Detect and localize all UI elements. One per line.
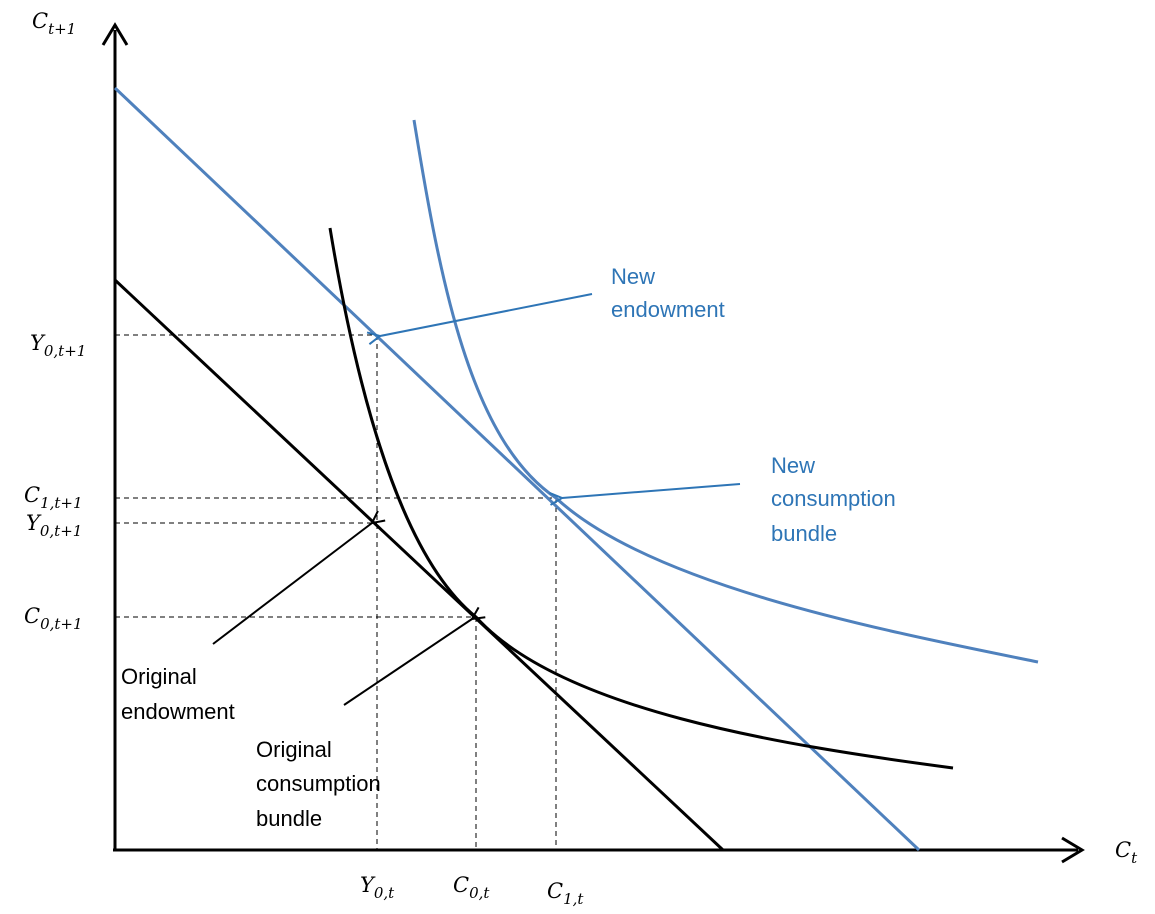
tick-label-y0-t: Y0,t: [360, 873, 395, 902]
tick-label-y0-new: Y0,t+1: [30, 331, 86, 360]
original-endowment-arrow: [212, 523, 372, 645]
tick-label-c1-next: C1,t+1: [24, 483, 83, 512]
new-budget-line: [113, 86, 921, 852]
tick-label-c0-t: C0,t: [453, 873, 490, 902]
original-budget-line: [113, 278, 725, 852]
new-consumption-label: New consumption bundle: [771, 453, 902, 546]
tick-label-c1-t: C1,t: [547, 879, 584, 908]
tick-label-c0-next: C0,t+1: [24, 604, 83, 633]
original-consumption-arrow: [343, 619, 472, 706]
new-indifference-curve: [412, 119, 1039, 664]
x-axis-label: Ct: [1115, 838, 1138, 867]
tick-label-y0-orig: Y0,t+1: [26, 511, 82, 540]
new-endowment-label: New endowment: [611, 264, 725, 322]
original-consumption-label: Original consumption bundle: [256, 737, 387, 831]
y-axis-label: Ct+1: [32, 9, 76, 38]
new-consumption-arrow: [562, 483, 741, 498]
x-axis-arrowhead: [1061, 836, 1085, 864]
original-endowment-label: Original endowment: [121, 664, 235, 724]
new-endowment-arrow: [380, 293, 593, 336]
y-axis-arrowhead: [101, 22, 129, 46]
